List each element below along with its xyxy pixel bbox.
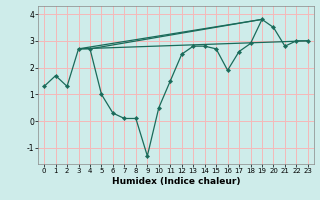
X-axis label: Humidex (Indice chaleur): Humidex (Indice chaleur): [112, 177, 240, 186]
